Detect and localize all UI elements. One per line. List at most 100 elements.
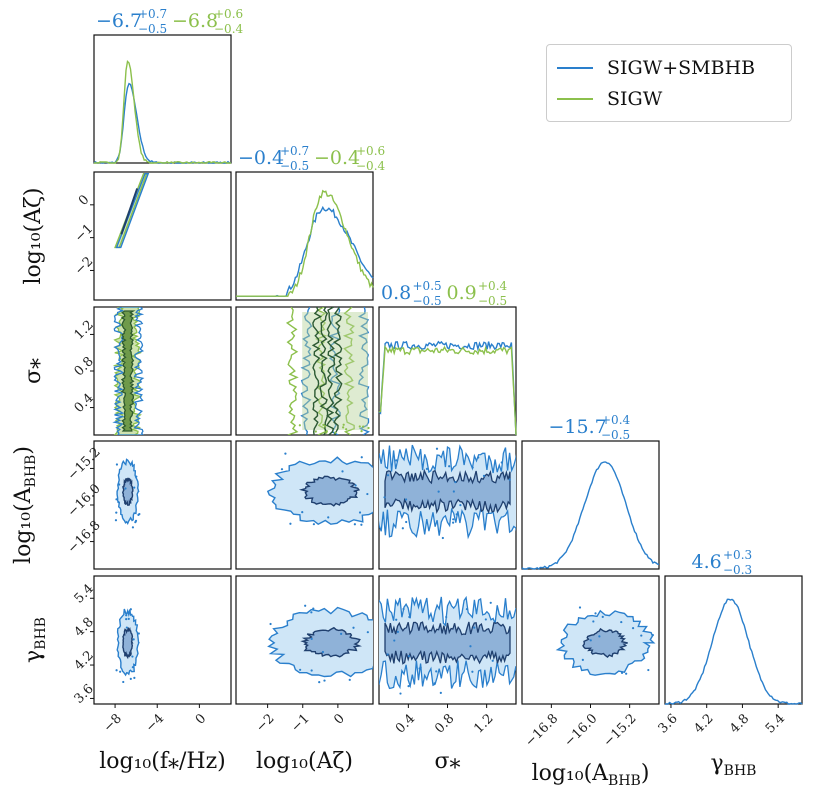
x-tick-label: −1 — [288, 711, 312, 735]
title-value: 0.9 — [447, 282, 477, 304]
y-tick-label: −2 — [72, 254, 96, 278]
x-tick-label: 5.4 — [763, 711, 788, 736]
sample-dot — [133, 486, 136, 489]
panel-1-0 — [93, 171, 232, 301]
title-upper: +0.7 — [138, 7, 167, 21]
sample-dot — [312, 523, 315, 526]
sample-dot — [340, 632, 343, 635]
sample-dot — [318, 680, 321, 684]
x-axis-label-4: γBHB — [711, 751, 757, 779]
sample-dot — [471, 466, 474, 469]
panel-3-0 — [93, 440, 232, 570]
sample-dot — [299, 668, 302, 671]
sample-dot — [482, 474, 486, 477]
marginal-title-0-1: −6.8+0.6−0.4 — [172, 7, 244, 36]
sample-dot — [620, 671, 624, 674]
sample-dot — [345, 428, 348, 431]
sample-dot — [358, 511, 362, 514]
title-value: −6.8 — [172, 10, 218, 32]
x-axis-label-1: log₁₀(Aζ) — [256, 749, 353, 774]
title-lower: −0.5 — [601, 428, 630, 442]
legend-label-sigw: SIGW — [607, 88, 663, 110]
contour-smbhb-inner — [384, 468, 511, 514]
sample-dot — [395, 618, 398, 621]
legend: SIGW+SMBHB SIGW — [546, 44, 792, 122]
x-tick-label: −16.0 — [562, 711, 601, 750]
sample-dot — [386, 653, 389, 656]
sample-dot — [435, 447, 439, 450]
sample-dot — [454, 481, 457, 484]
contour-sigw-streak — [357, 307, 370, 435]
sample-dot — [342, 423, 345, 426]
y-tick-label: 4.2 — [72, 648, 97, 673]
sample-dot — [314, 430, 317, 433]
title-upper: +0.5 — [413, 279, 442, 293]
marginal-title-2-0: 0.8 +0.5−0.5 — [381, 279, 442, 308]
sample-dot — [135, 475, 138, 478]
sample-dot — [304, 604, 307, 607]
sample-dot — [114, 519, 118, 522]
sample-dot — [386, 474, 390, 477]
sample-dot — [452, 521, 455, 524]
contour-sigw-streak — [328, 307, 341, 435]
legend-entry-sigw: SIGW — [557, 88, 662, 110]
contour-smbhb-inner — [298, 475, 361, 507]
x-tick-label: 1.2 — [471, 711, 496, 736]
x-tick-label: −15.2 — [601, 711, 640, 750]
legend-entry-smbhb: SIGW+SMBHB — [557, 57, 755, 79]
sample-dot — [289, 522, 292, 525]
panel-frame — [93, 575, 232, 705]
sample-dot — [325, 431, 328, 434]
sample-dot — [125, 618, 128, 621]
y-tick-label: 0 — [76, 192, 92, 208]
title-value: −0.4 — [238, 147, 284, 169]
sample-dot — [131, 666, 134, 669]
x-tick-label: 4.2 — [691, 711, 716, 736]
sample-dot — [399, 692, 402, 695]
contour-smbhb-inner — [582, 627, 628, 659]
marginal-sigwsmbhb-4 — [665, 598, 803, 705]
sample-dot — [133, 676, 136, 679]
sample-dot — [124, 487, 127, 490]
sample-dot — [131, 526, 135, 529]
title-upper: +0.3 — [723, 548, 752, 562]
y-tick-label: −1 — [72, 221, 96, 245]
sample-dot — [439, 691, 442, 694]
sample-dot — [310, 611, 313, 614]
marginal-title-1-0: −0.4+0.7−0.5 — [238, 144, 309, 173]
sample-dot — [298, 424, 301, 427]
panel-content — [266, 452, 373, 526]
contour-smbhb — [115, 172, 150, 249]
sample-dot — [341, 470, 344, 473]
sample-dot — [395, 459, 398, 462]
sample-dot — [366, 631, 369, 634]
sample-dot — [360, 456, 363, 459]
sample-dot — [445, 615, 448, 619]
x-tick-label: 0 — [193, 711, 209, 727]
sample-dot — [129, 677, 132, 680]
sample-dot — [441, 536, 444, 540]
sample-dot — [127, 617, 130, 620]
x-axis-label-3: log₁₀(ABHB) — [532, 761, 650, 789]
panel-4-1 — [235, 575, 374, 705]
sample-dot — [324, 425, 327, 428]
sample-dot — [312, 607, 315, 610]
marginal-title-0-0: −6.7+0.7−0.5 — [96, 7, 167, 36]
sample-dot — [352, 626, 355, 629]
sample-dot — [327, 516, 330, 519]
marginal-title-4-0: 4.6 +0.3−0.3 — [692, 548, 753, 577]
sample-dot — [348, 678, 351, 681]
sample-dot — [452, 518, 455, 521]
contour-sigw-streak — [342, 307, 355, 435]
sample-dot — [465, 607, 469, 611]
marginal-sigw-0 — [94, 60, 231, 164]
sample-dot — [132, 638, 135, 641]
sample-dot — [360, 430, 363, 433]
title-lower: −0.5 — [413, 294, 442, 308]
panel-content — [112, 307, 145, 435]
x-tick-label: −2 — [253, 711, 277, 735]
panel-frame — [93, 171, 232, 301]
y-tick-label: 0.4 — [72, 391, 97, 416]
contour-core — [311, 307, 323, 435]
panel-content — [379, 444, 516, 540]
